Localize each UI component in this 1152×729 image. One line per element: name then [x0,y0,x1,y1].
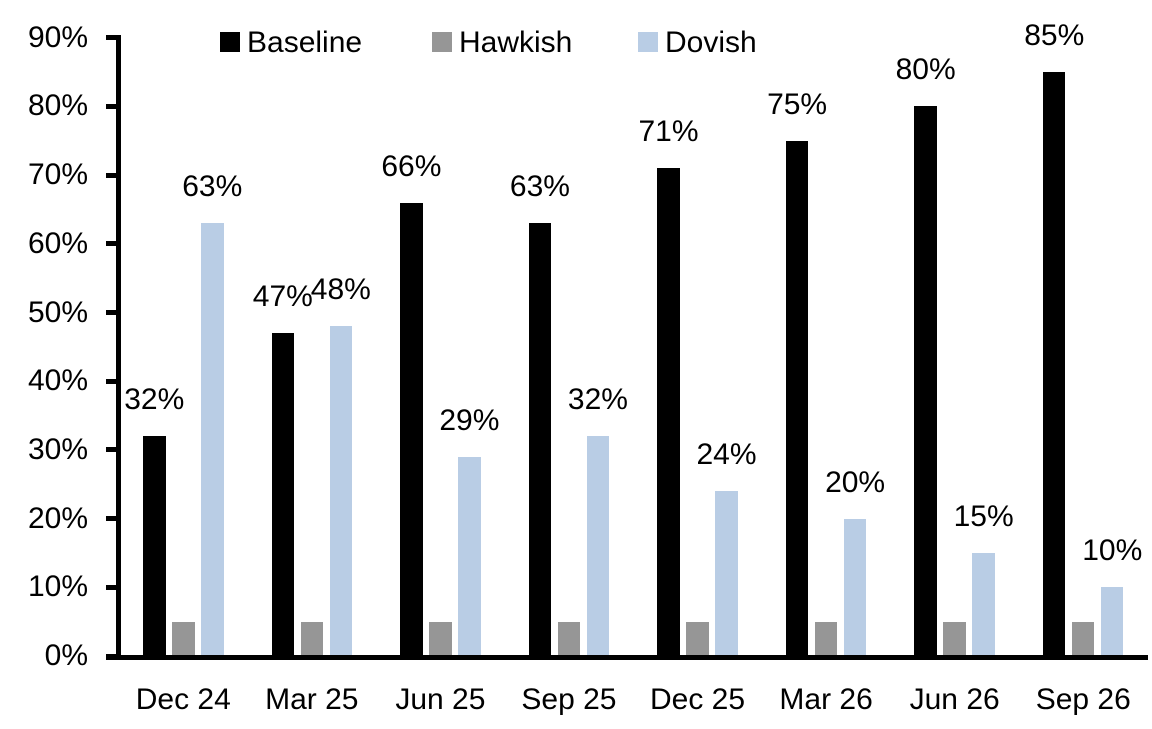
bar-hawkish-sep-26 [1071,621,1095,658]
x-axis-label-dec-25: Dec 25 [649,683,746,716]
x-axis-label-mar-25: Mar 25 [265,683,359,716]
bar-hawkish-sep-25 [557,621,581,658]
y-axis-tick [106,103,116,109]
value-label-baseline-jun-25: 66% [381,149,442,183]
value-label-dovish-jun-26: 15% [953,499,1014,533]
x-axis-label-jun-26: Jun 26 [909,683,1000,716]
bar-hawkish-dec-25 [686,621,709,658]
y-axis-tick [106,378,116,384]
y-axis-tick [106,516,116,522]
bar-baseline-sep-26 [1042,72,1066,658]
y-axis-tick-label: 40% [27,364,88,398]
y-axis-tick-label: 90% [27,20,88,54]
y-axis-tick-label: 10% [27,570,88,604]
x-axis-label-jun-25: Jun 25 [395,683,486,716]
bar-dovish-jun-25 [458,456,481,658]
value-label-dovish-jun-25: 29% [439,403,500,437]
bar-baseline-jun-25 [400,202,423,658]
bar-hawkish-mar-25 [300,621,324,658]
value-label-baseline-sep-25: 63% [509,170,570,204]
bar-baseline-dec-25 [657,168,680,658]
y-axis-tick-label: 0% [44,639,88,672]
bar-hawkish-jun-25 [429,621,452,658]
value-label-baseline-dec-24: 32% [124,383,185,417]
legend-label-baseline: Baseline [247,26,363,59]
x-axis-label-mar-26: Mar 26 [779,683,873,716]
bar-dovish-sep-26 [1100,587,1124,658]
y-axis-tick [106,241,116,247]
x-axis-line [106,655,1148,660]
y-axis-line [116,35,121,660]
y-axis-tick-label: 30% [27,432,88,466]
bar-hawkish-jun-26 [943,621,966,658]
legend-swatch-dovish-icon [638,32,658,52]
value-label-baseline-dec-25: 71% [638,115,699,149]
x-axis-label-dec-24: Dec 24 [135,683,231,716]
bar-dovish-dec-25 [715,491,738,658]
bar-baseline-mar-25 [271,333,295,658]
value-label-dovish-dec-24: 63% [182,170,243,204]
bar-dovish-jun-26 [972,552,995,658]
value-label-dovish-sep-26: 10% [1082,534,1143,568]
y-axis-tick [106,447,116,453]
y-axis-tick-label: 50% [27,295,88,329]
legend-swatch-baseline-icon [220,32,240,52]
y-axis-tick [106,310,116,315]
y-axis-tick-label: 20% [27,501,88,535]
bar-baseline-mar-26 [785,140,809,658]
bar-dovish-sep-25 [586,436,610,658]
x-axis-label-sep-26: Sep 26 [1035,683,1131,716]
value-label-dovish-mar-26: 20% [825,465,886,499]
value-label-dovish-dec-25: 24% [696,438,757,472]
y-axis-tick-label: 80% [27,89,88,123]
value-label-dovish-mar-25: 48% [310,273,371,307]
bar-dovish-mar-26 [843,518,867,658]
y-axis-tick [106,35,116,41]
legend-label-hawkish: Hawkish [459,26,573,59]
value-label-dovish-sep-25: 32% [567,383,628,417]
y-axis-tick-label: 60% [27,226,88,260]
bar-hawkish-dec-24 [172,621,195,658]
value-label-baseline-sep-26: 85% [1024,19,1085,53]
bar-dovish-dec-24 [201,223,224,658]
value-label-baseline-jun-26: 80% [895,53,956,87]
bar-baseline-sep-25 [528,223,552,658]
bar-hawkish-mar-26 [814,621,838,658]
legend-label-dovish: Dovish [665,26,757,59]
bar-baseline-dec-24 [143,436,166,658]
bar-baseline-jun-26 [914,106,937,658]
y-axis-tick [106,172,116,178]
y-axis-tick-label: 70% [27,158,88,192]
bar-dovish-mar-25 [329,326,353,658]
value-label-baseline-mar-25: 47% [252,280,313,314]
x-axis-label-sep-25: Sep 25 [521,683,617,716]
y-axis-tick [106,584,116,590]
legend-swatch-hawkish-icon [432,32,452,52]
value-label-baseline-mar-26: 75% [767,87,828,121]
